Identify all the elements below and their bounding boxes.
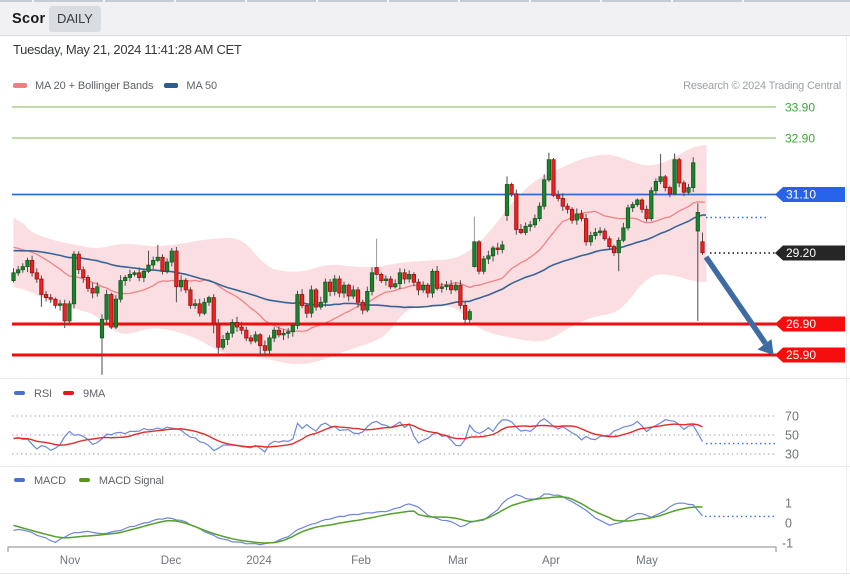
svg-text:Feb: Feb (351, 555, 371, 567)
svg-text:70: 70 (785, 410, 799, 424)
svg-text:50: 50 (785, 429, 799, 443)
svg-text:31.10: 31.10 (786, 188, 816, 202)
svg-text:Dec: Dec (161, 555, 182, 567)
svg-text:May: May (636, 555, 658, 567)
svg-text:-1: -1 (782, 537, 793, 551)
svg-text:25.90: 25.90 (786, 348, 816, 362)
svg-text:33.90: 33.90 (785, 101, 815, 115)
svg-text:Nov: Nov (60, 555, 81, 567)
svg-text:Apr: Apr (542, 555, 560, 567)
svg-text:32.90: 32.90 (785, 132, 815, 146)
svg-text:30: 30 (785, 448, 799, 462)
svg-text:29.20: 29.20 (786, 246, 816, 260)
svg-text:1: 1 (785, 497, 792, 511)
svg-text:26.90: 26.90 (786, 317, 816, 331)
svg-text:2024: 2024 (246, 555, 272, 567)
svg-text:0: 0 (785, 517, 792, 531)
svg-text:Mar: Mar (448, 555, 468, 567)
